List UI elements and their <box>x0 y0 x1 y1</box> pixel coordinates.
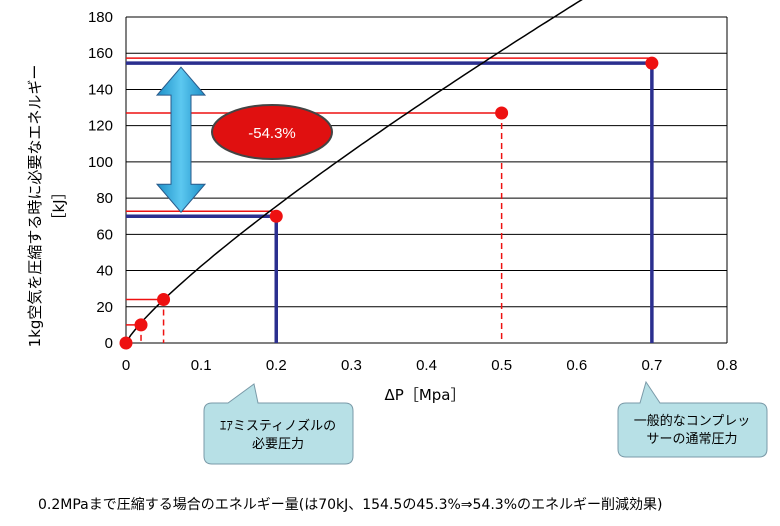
x-tick-label: 0 <box>122 357 130 374</box>
y-tick-label: 120 <box>88 118 113 135</box>
y-tick-label: 0 <box>105 335 113 352</box>
data-point <box>157 293 171 307</box>
fit-curve <box>125 0 583 344</box>
data-point <box>495 106 509 120</box>
callout-compressor-line2: サーの通常圧力 <box>646 432 737 447</box>
tick-labels: 0 20 40 60 80 100 120 140 160 180 0 0.1 0.2 0.3 0.4 0.5… <box>88 9 737 374</box>
reduction-label: -54.3% <box>248 125 296 142</box>
y-tick-label: 80 <box>96 190 113 207</box>
callout-compressor-pressure: 一般的なコンプレッ サーの通常圧力 <box>617 380 768 458</box>
y-tick-label: 100 <box>88 154 113 171</box>
chart-caption: 0.2MPaまで圧縮する場合のエネルギー量(は70kJ、154.5の45.3%⇒… <box>38 497 663 513</box>
data-point <box>134 318 148 332</box>
x-tick-label: 0.4 <box>416 357 437 374</box>
grid-lines <box>126 16 727 308</box>
data-points <box>119 56 659 350</box>
x-tick-label: 0.2 <box>266 357 287 374</box>
axes <box>125 17 728 344</box>
y-tick-label: 20 <box>96 299 113 316</box>
reduction-badge: -54.3% <box>211 104 333 160</box>
y-tick-label: 60 <box>96 226 113 243</box>
x-tick-label: 0.8 <box>717 357 738 374</box>
data-point <box>119 336 133 350</box>
x-axis-title: ΔP［Mpa］ <box>385 386 466 404</box>
y-tick-label: 160 <box>88 45 113 62</box>
x-tick-label: 0.6 <box>566 357 587 374</box>
y-tick-label: 40 <box>96 263 113 280</box>
highlight-lines <box>126 61 654 343</box>
x-tick-label: 0.1 <box>191 357 212 374</box>
y-axis-title: 1kg空気を圧縮する時に必要なエネルギー <box>26 65 44 348</box>
x-tick-label: 0.5 <box>491 357 512 374</box>
y-tick-label: 180 <box>88 9 113 26</box>
guide-lines <box>126 57 653 343</box>
callout-nozzle-pressure: ｴｱミスティノズルの 必要圧力 <box>203 383 354 465</box>
x-tick-label: 0.7 <box>641 357 662 374</box>
y-tick-label: 140 <box>88 81 113 98</box>
callout-compressor-line1: 一般的なコンプレッ <box>634 413 751 429</box>
x-tick-label: 0.3 <box>341 357 362 374</box>
callout-nozzle-line1: ｴｱミスティノズルの <box>220 418 336 434</box>
reduction-arrow <box>155 66 207 213</box>
data-point <box>645 56 659 70</box>
callout-nozzle-line2: 必要圧力 <box>252 437 304 452</box>
y-axis-unit: ［kJ］ <box>50 184 68 227</box>
data-point <box>269 209 283 223</box>
